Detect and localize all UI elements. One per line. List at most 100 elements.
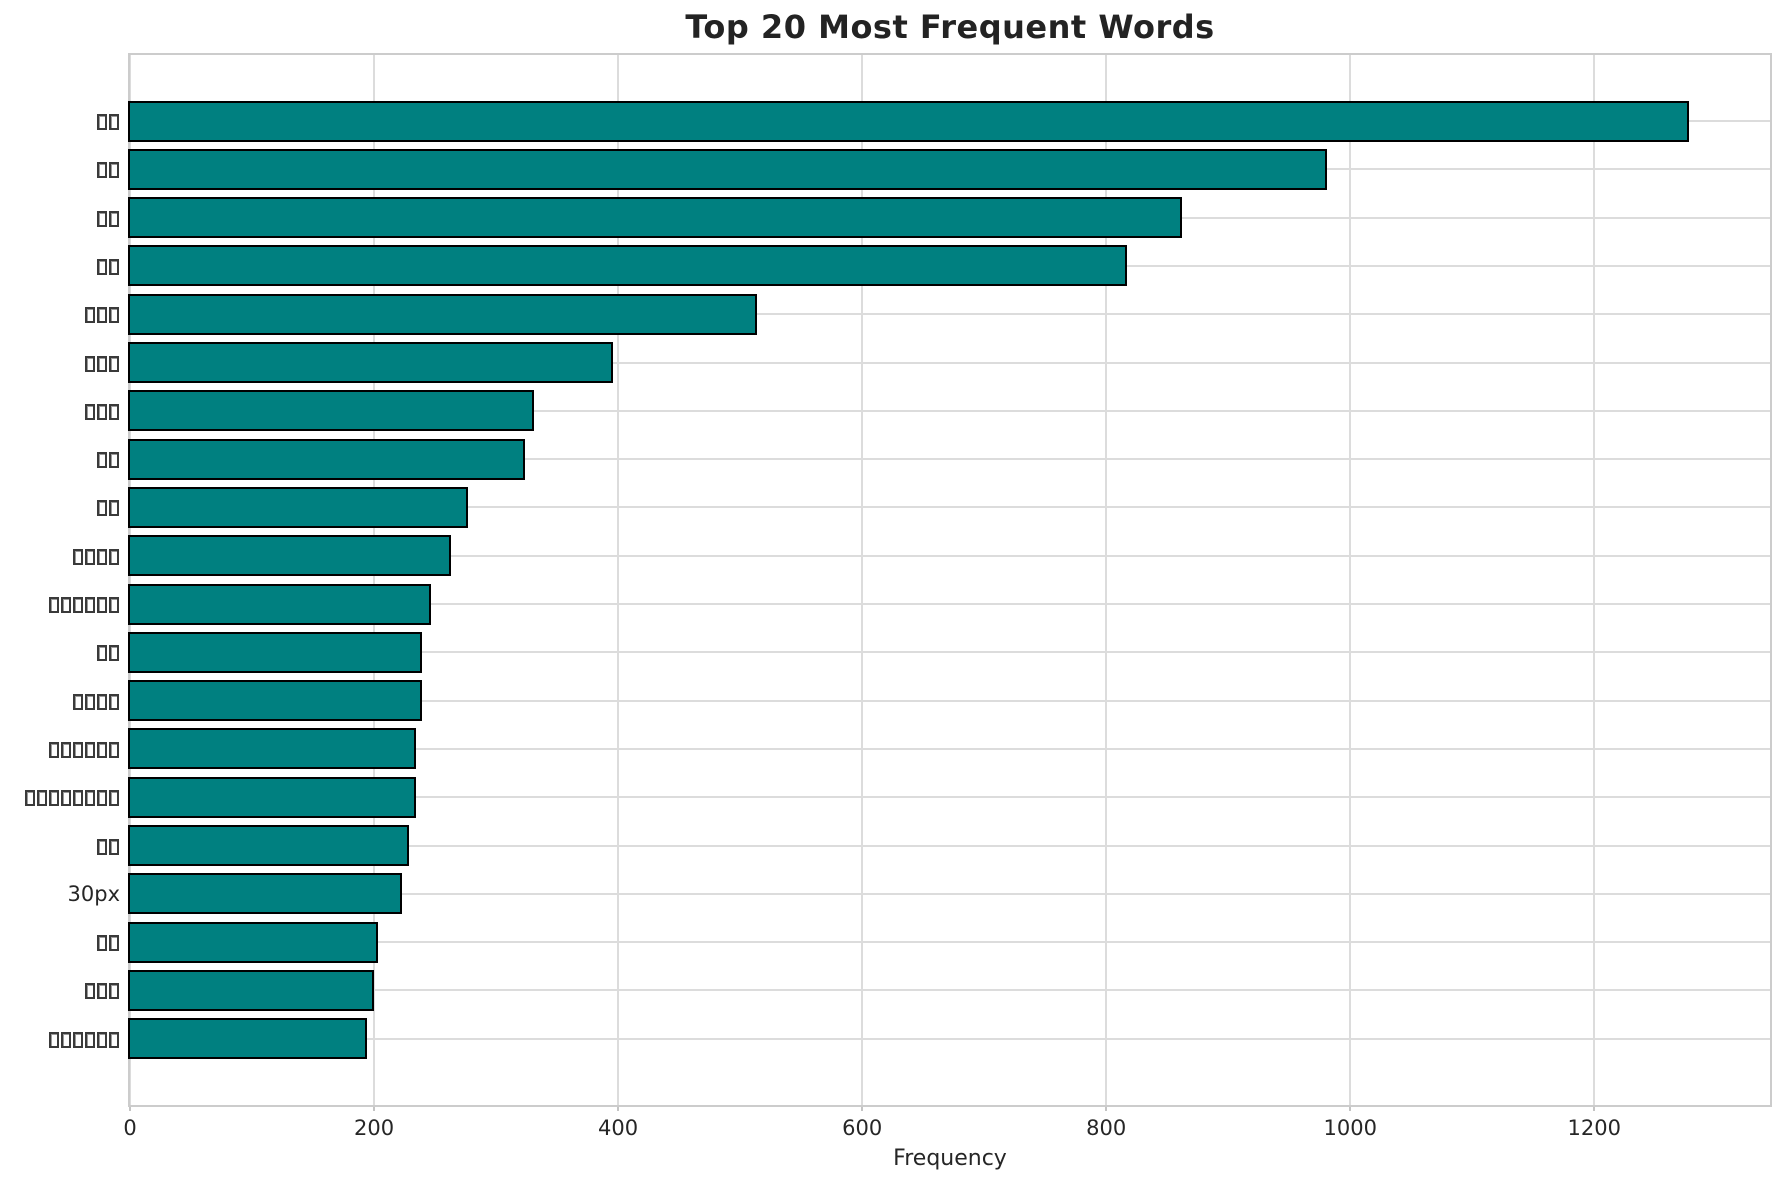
missing-glyph-box: [85, 741, 95, 758]
missing-glyph-box: [73, 790, 83, 807]
missing-glyph-box: [109, 452, 119, 469]
missing-glyph-box: [97, 693, 107, 710]
missing-glyph-box: [61, 1031, 71, 1048]
grid-line-x: [617, 55, 620, 1105]
missing-glyph-box: [97, 258, 107, 275]
missing-glyph-box: [109, 693, 119, 710]
missing-glyph-box: [109, 741, 119, 758]
grid-line-y: [130, 313, 1770, 316]
missing-glyph-box: [61, 790, 71, 807]
y-tick-label: [0, 302, 120, 326]
y-tick-label: [0, 640, 120, 664]
missing-glyph-box: [37, 790, 47, 807]
y-tick-label: [0, 109, 120, 133]
y-tick-label: [0, 399, 120, 423]
y-tick-label: [0, 834, 120, 858]
missing-glyph-box: [73, 548, 83, 565]
grid-line-y: [130, 699, 1770, 702]
missing-glyph-box: [73, 693, 83, 710]
y-tick-label: [0, 1027, 120, 1051]
grid-line-x: [1593, 55, 1596, 1105]
missing-glyph-box: [49, 1031, 59, 1048]
y-tick-label: [0, 254, 120, 278]
missing-glyph-box: [109, 935, 119, 952]
missing-glyph-box: [85, 597, 95, 613]
y-tick-label: [0, 157, 120, 181]
missing-glyph-box: [73, 741, 83, 758]
bar: [128, 583, 432, 625]
bar: [128, 245, 1127, 287]
missing-glyph-box: [85, 403, 95, 420]
x-tick-mark: [1105, 1105, 1108, 1111]
missing-glyph-box: [85, 548, 95, 565]
bar: [128, 486, 468, 528]
grid-line-y: [130, 796, 1770, 799]
bar: [128, 728, 416, 770]
x-tick-mark: [861, 1105, 864, 1111]
bar: [128, 148, 1328, 190]
x-tick-label: 1200: [1567, 1116, 1621, 1140]
missing-glyph-box: [97, 838, 107, 855]
grid-line-y: [130, 554, 1770, 557]
missing-glyph-box: [97, 114, 107, 130]
grid-line-y: [130, 892, 1770, 895]
missing-glyph-box: [97, 741, 107, 758]
missing-glyph-box: [97, 983, 107, 1000]
bar: [128, 921, 378, 963]
missing-glyph-box: [97, 500, 107, 517]
x-tick-label: 1000: [1323, 1116, 1377, 1140]
bar: [128, 631, 422, 673]
missing-glyph-box: [97, 210, 107, 227]
bar: [128, 1018, 367, 1060]
missing-glyph-box: [109, 500, 119, 517]
y-tick-label: [0, 978, 120, 1002]
bar: [128, 390, 534, 432]
missing-glyph-box: [97, 790, 107, 807]
missing-glyph-box: [97, 307, 107, 324]
y-tick-label: [0, 351, 120, 375]
grid-line-y: [130, 844, 1770, 847]
bar: [128, 100, 1690, 142]
missing-glyph-box: [97, 1031, 107, 1048]
x-tick-mark: [1593, 1105, 1596, 1111]
y-tick-label: [0, 447, 120, 471]
missing-glyph-box: [25, 790, 35, 807]
bar: [128, 969, 375, 1011]
missing-glyph-box: [49, 741, 59, 758]
x-tick-label: 200: [354, 1116, 395, 1140]
missing-glyph-box: [109, 983, 119, 1000]
y-tick-label: [0, 930, 120, 954]
grid-line-y: [130, 603, 1770, 605]
missing-glyph-box: [85, 307, 95, 324]
grid-line-y: [130, 361, 1770, 364]
missing-glyph-box: [109, 790, 119, 807]
grid-line-x: [1105, 55, 1108, 1105]
missing-glyph-box: [109, 355, 119, 372]
missing-glyph-box: [109, 210, 119, 227]
bar: [128, 293, 758, 335]
missing-glyph-box: [73, 1031, 83, 1048]
grid-line-y: [130, 458, 1770, 461]
missing-glyph-box: [73, 597, 83, 613]
missing-glyph-box: [109, 162, 119, 179]
missing-glyph-box: [109, 1031, 119, 1048]
missing-glyph-box: [97, 452, 107, 469]
missing-glyph-box: [97, 645, 107, 662]
grid-line-y: [130, 989, 1770, 992]
grid-line-y: [130, 747, 1770, 750]
bar: [128, 197, 1182, 239]
bar: [128, 342, 614, 383]
y-tick-label: [0, 689, 120, 713]
missing-glyph-box: [109, 838, 119, 855]
bar: [128, 680, 422, 722]
missing-glyph-box: [97, 403, 107, 420]
plot-area: [128, 53, 1772, 1107]
x-tick-label: 600: [842, 1116, 883, 1140]
x-tick-mark: [617, 1105, 620, 1111]
missing-glyph-box: [85, 355, 95, 372]
y-tick-label: 30px: [67, 881, 120, 906]
missing-glyph-box: [49, 597, 59, 613]
y-tick-label: [0, 495, 120, 519]
missing-glyph-box: [109, 645, 119, 662]
missing-glyph-box: [97, 597, 107, 613]
